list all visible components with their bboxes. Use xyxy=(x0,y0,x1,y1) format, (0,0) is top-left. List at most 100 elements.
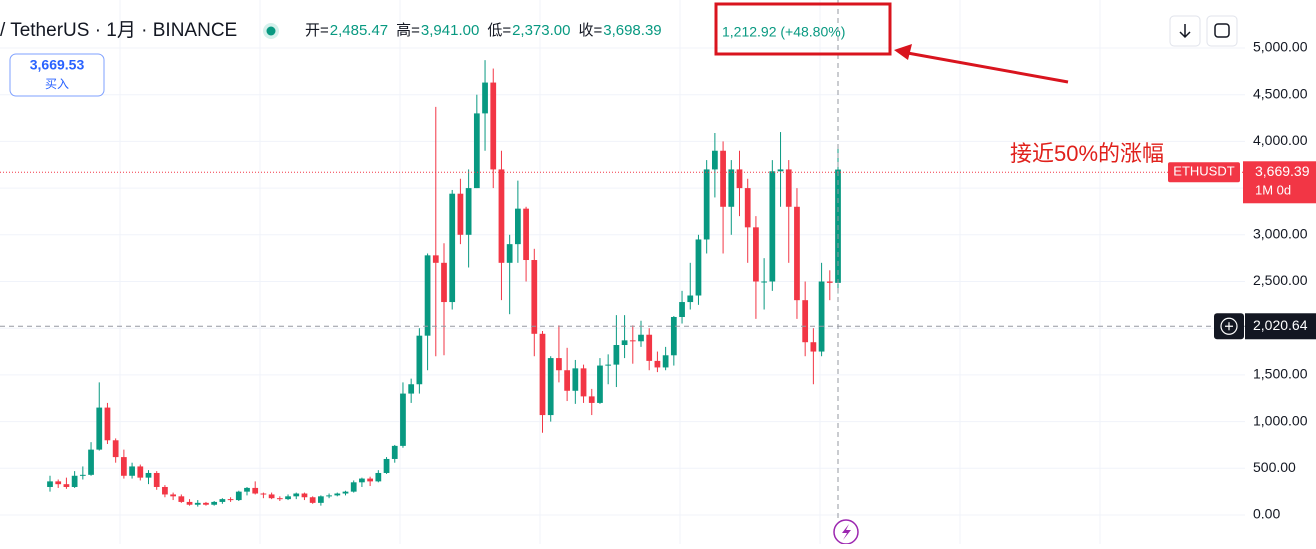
candle-body xyxy=(744,188,751,228)
y-tick-label: 1,500.00 xyxy=(1253,366,1308,382)
candle-body xyxy=(523,208,529,261)
candle-body xyxy=(580,368,587,397)
vertical-grid xyxy=(119,0,1101,544)
candle-body xyxy=(260,493,267,495)
crosshair-plus-sign xyxy=(1225,322,1233,331)
candle-body xyxy=(104,407,111,441)
candles xyxy=(47,60,841,507)
candle-body xyxy=(309,497,316,503)
candle-body xyxy=(564,370,570,391)
grid: 0.00500.001,000.001,500.002,000.002,500.… xyxy=(0,39,1308,522)
annotation: 接近50%的涨幅 xyxy=(1010,141,1164,166)
candle-body xyxy=(654,360,661,368)
ohlc-value: 2,485.47 xyxy=(330,22,388,39)
candle-body xyxy=(621,340,628,346)
candle-body xyxy=(416,335,423,385)
y-tick-label: 1,000.00 xyxy=(1253,412,1308,428)
ohlc-value: 3,698.39 xyxy=(603,22,661,39)
candle-body xyxy=(687,295,694,303)
y-tick-label: 4,500.00 xyxy=(1253,85,1308,101)
candle-body xyxy=(55,481,62,485)
candle-body xyxy=(408,384,415,394)
candle-body xyxy=(400,393,406,446)
candle-body xyxy=(547,358,554,416)
candle-body xyxy=(703,169,710,240)
candle-body xyxy=(785,169,792,207)
symbol-title: / TetherUS · 1月 · BINANCE xyxy=(0,20,237,41)
candle-body xyxy=(465,188,472,235)
fullscreen-button[interactable] xyxy=(1206,15,1238,47)
overlay: ETHUSDT 3,669.39 1M 0d 2,020.64 xyxy=(0,0,1316,520)
y-tick-label: 500.00 xyxy=(1253,459,1296,475)
candle-body xyxy=(383,458,390,473)
y-tick-label: 4,000.00 xyxy=(1253,132,1308,148)
candle-body xyxy=(638,334,644,342)
highlight-box xyxy=(714,2,892,56)
candle-body xyxy=(457,193,464,235)
candle-body xyxy=(178,496,185,502)
candle-body xyxy=(367,478,373,482)
candle-body xyxy=(293,493,300,497)
candle-body xyxy=(679,302,685,317)
candle-body xyxy=(96,407,103,450)
candle-body xyxy=(728,169,735,207)
candle-body xyxy=(137,466,144,478)
ohlc-label: 收= xyxy=(578,22,602,39)
candle-body xyxy=(244,487,250,492)
ohlc-label: 低= xyxy=(487,22,511,39)
crosshair-label: 2,020.64 xyxy=(1253,317,1308,333)
candle-body xyxy=(71,475,78,487)
candle-body xyxy=(556,358,562,371)
candle-body xyxy=(802,300,809,343)
candle-body xyxy=(145,472,152,478)
candle-body xyxy=(531,260,538,334)
change-value: 1,212.92 (+48.80%) xyxy=(722,24,845,40)
candle-body xyxy=(219,499,226,502)
candle-body xyxy=(342,491,349,494)
ohlc-header: 开= 2,485.47 高= 3,941.00 低= 2,373.00 收= 3,698.39… xyxy=(305,22,845,40)
candle-body xyxy=(670,316,677,356)
arrow-head xyxy=(894,44,912,60)
candle-body xyxy=(153,472,160,487)
price-tag-label: 3,669.39 xyxy=(1255,163,1310,179)
candle-body xyxy=(79,474,86,476)
candle-body xyxy=(588,396,595,403)
candle-body xyxy=(318,496,324,503)
candle-body xyxy=(170,494,176,497)
candle-body xyxy=(539,333,546,416)
buy-button[interactable] xyxy=(9,53,105,97)
candle-body xyxy=(498,169,505,263)
candle-body xyxy=(359,478,365,483)
candle-body xyxy=(88,449,94,475)
ohlc-value: 3,941.00 xyxy=(421,22,479,39)
candle-body xyxy=(301,493,308,498)
candle-body xyxy=(613,345,620,365)
candle-body xyxy=(662,355,669,368)
candle-body xyxy=(63,484,70,487)
candle-body xyxy=(276,498,283,500)
candle-body xyxy=(252,487,259,494)
candle-body xyxy=(473,113,480,189)
symbol-tag xyxy=(1168,162,1240,183)
candle-body xyxy=(629,340,636,342)
candle-body xyxy=(572,368,579,391)
candle-body xyxy=(285,496,291,500)
candle-body xyxy=(794,206,800,301)
candle-body xyxy=(334,493,341,496)
candle-body xyxy=(605,364,612,366)
y-tick-label: 5,000.00 xyxy=(1253,39,1308,55)
arrow-line xyxy=(901,50,1069,84)
candle-body xyxy=(777,169,784,172)
y-tick-label: 2,500.00 xyxy=(1253,272,1308,288)
candle-body xyxy=(121,457,127,476)
candle-body xyxy=(761,281,767,283)
candle-body xyxy=(736,169,743,189)
candle-body xyxy=(227,499,234,501)
candle-body xyxy=(753,227,759,282)
candle-body xyxy=(490,82,497,170)
download-icon xyxy=(1179,24,1191,39)
ohlc-value: 2,373.00 xyxy=(512,22,570,39)
candle-body xyxy=(235,491,242,501)
candle-body xyxy=(769,171,776,282)
